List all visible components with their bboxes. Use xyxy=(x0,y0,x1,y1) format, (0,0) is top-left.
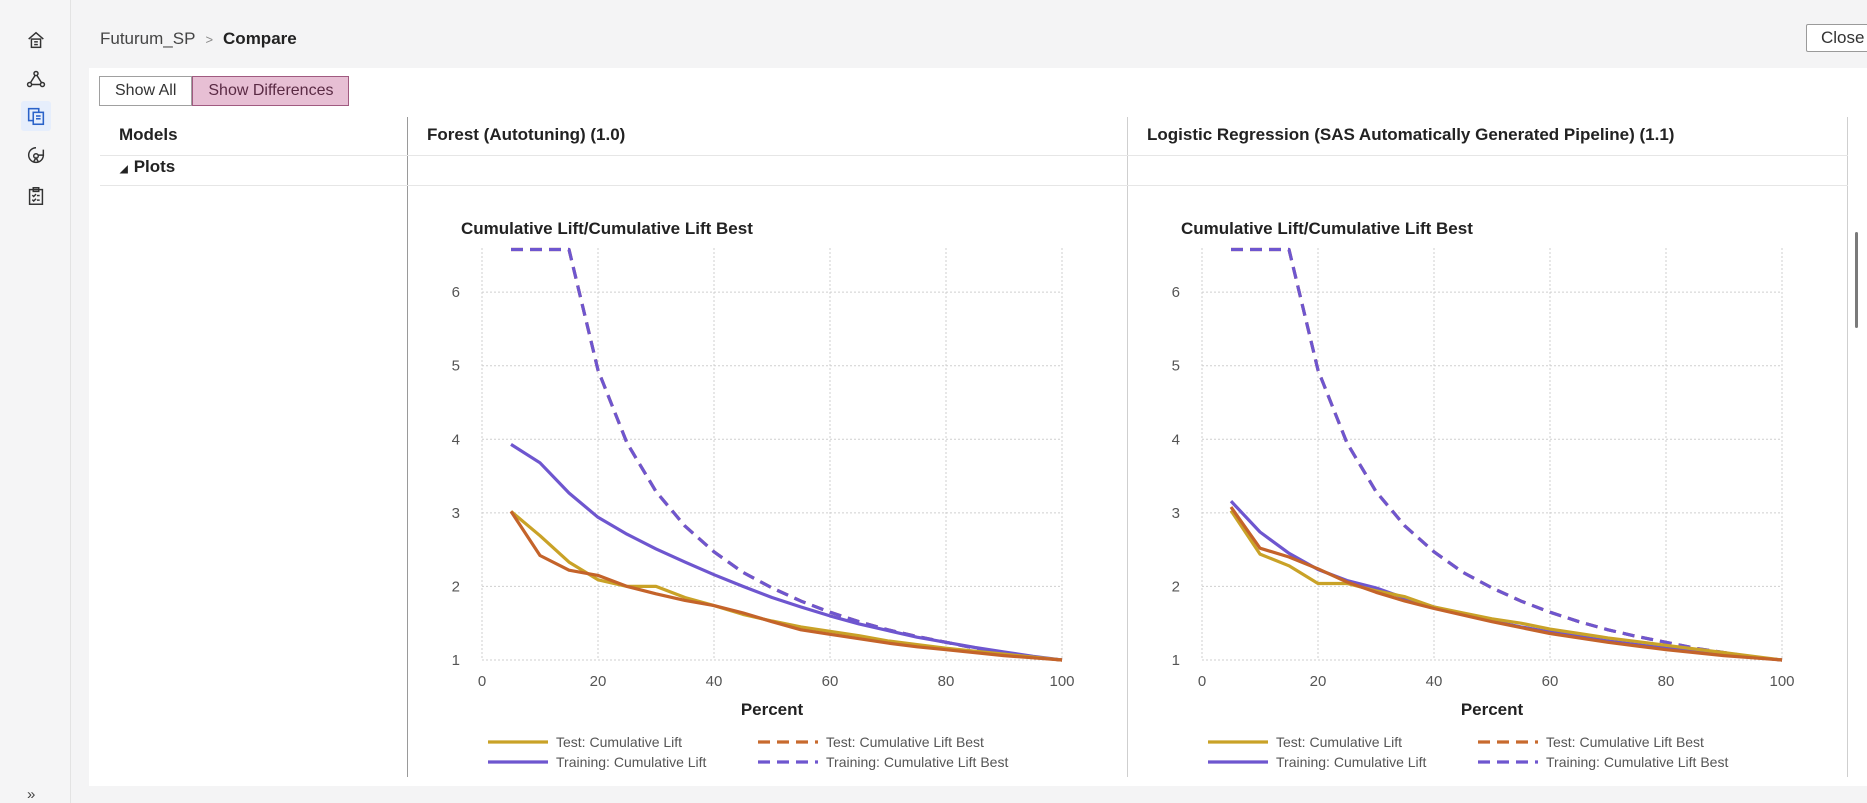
legend-label: Training: Cumulative Lift Best xyxy=(826,754,1008,770)
breadcrumb: Futurum_SP > Compare xyxy=(100,29,297,49)
x-axis-label: Percent xyxy=(1461,700,1524,719)
pipeline-icon[interactable] xyxy=(24,67,48,91)
y-tick-label: 1 xyxy=(452,652,460,669)
legend-label: Test: Cumulative Lift Best xyxy=(1546,734,1704,750)
x-tick-label: 20 xyxy=(590,673,607,690)
plots-label: Plots xyxy=(133,157,176,176)
breadcrumb-current: Compare xyxy=(223,29,297,48)
column-divider xyxy=(1847,117,1848,777)
series-line xyxy=(510,443,1063,662)
series-line xyxy=(511,247,1063,662)
x-tick-label: 80 xyxy=(1658,673,1675,690)
column-divider xyxy=(407,117,408,777)
x-axis-label: Percent xyxy=(741,700,804,719)
x-tick-label: 60 xyxy=(1542,673,1559,690)
models-column-header: Models xyxy=(119,125,178,144)
series-line xyxy=(1231,247,1783,662)
show-all-button[interactable]: Show All xyxy=(99,76,193,106)
y-tick-label: 4 xyxy=(452,431,460,448)
series-line xyxy=(509,510,1063,662)
x-tick-label: 0 xyxy=(478,673,486,690)
x-tick-label: 0 xyxy=(1198,673,1206,690)
collapse-triangle-icon: ◢ xyxy=(120,164,128,175)
series-line xyxy=(1229,509,1783,662)
model-column-header-forest: Forest (Autotuning) (1.0) xyxy=(427,125,626,144)
chart-title: Cumulative Lift/Cumulative Lift Best xyxy=(461,219,753,238)
series-line xyxy=(509,510,1063,662)
legend-label: Training: Cumulative Lift xyxy=(1276,754,1427,770)
row-divider xyxy=(100,185,1848,186)
model-manager-icon[interactable] xyxy=(24,144,48,168)
y-tick-label: 2 xyxy=(1172,578,1180,595)
x-tick-label: 20 xyxy=(1310,673,1327,690)
vertical-scrollbar[interactable] xyxy=(1855,232,1858,328)
y-tick-label: 6 xyxy=(1172,284,1180,301)
y-tick-label: 3 xyxy=(1172,505,1180,522)
x-tick-label: 100 xyxy=(1049,673,1074,690)
show-differences-button[interactable]: Show Differences xyxy=(192,76,350,106)
series-line xyxy=(1231,247,1783,662)
y-tick-label: 5 xyxy=(452,358,460,375)
y-tick-label: 2 xyxy=(452,578,460,595)
checklist-icon[interactable] xyxy=(24,184,48,208)
column-divider xyxy=(1127,117,1128,777)
expand-sidebar-button[interactable]: » xyxy=(27,786,36,803)
legend-label: Test: Cumulative Lift xyxy=(556,734,682,750)
x-tick-label: 60 xyxy=(822,673,839,690)
plots-section-toggle[interactable]: ◢ Plots xyxy=(120,157,175,177)
row-divider xyxy=(100,155,1848,156)
lift-chart-logistic: 0 20 40 60 80 100 1 2 3 4 5 6 Percent Test: Cumulativ… xyxy=(1172,247,1795,770)
breadcrumb-separator-icon: > xyxy=(205,32,214,47)
compare-icon[interactable] xyxy=(21,101,51,131)
lift-chart-forest: 0 20 40 60 80 100 1 2 3 4 5 6 Percent Test: Cumulativ… xyxy=(452,247,1075,770)
breadcrumb-project-link[interactable]: Futurum_SP xyxy=(100,29,196,48)
series-line xyxy=(1229,506,1783,662)
y-tick-label: 3 xyxy=(452,505,460,522)
x-tick-label: 100 xyxy=(1769,673,1794,690)
x-tick-label: 80 xyxy=(938,673,955,690)
grid-lines xyxy=(1201,248,1783,661)
legend-label: Test: Cumulative Lift xyxy=(1276,734,1402,750)
chart-title: Cumulative Lift/Cumulative Lift Best xyxy=(1181,219,1473,238)
x-tick-label: 40 xyxy=(1426,673,1443,690)
series-line xyxy=(511,247,1063,662)
view-filter-toggle: Show All Show Differences xyxy=(99,76,350,106)
legend-label: Training: Cumulative Lift Best xyxy=(1546,754,1728,770)
left-sidebar: » xyxy=(0,0,71,803)
close-button[interactable]: Close xyxy=(1806,24,1867,52)
legend-label: Test: Cumulative Lift Best xyxy=(826,734,984,750)
y-tick-label: 6 xyxy=(452,284,460,301)
compare-panel xyxy=(89,68,1867,786)
home-icon[interactable] xyxy=(24,28,48,52)
y-tick-label: 5 xyxy=(1172,358,1180,375)
x-tick-label: 40 xyxy=(706,673,723,690)
model-column-header-logistic: Logistic Regression (SAS Automatically G… xyxy=(1147,125,1675,144)
y-tick-label: 4 xyxy=(1172,431,1180,448)
y-tick-label: 1 xyxy=(1172,652,1180,669)
legend-label: Training: Cumulative Lift xyxy=(556,754,707,770)
